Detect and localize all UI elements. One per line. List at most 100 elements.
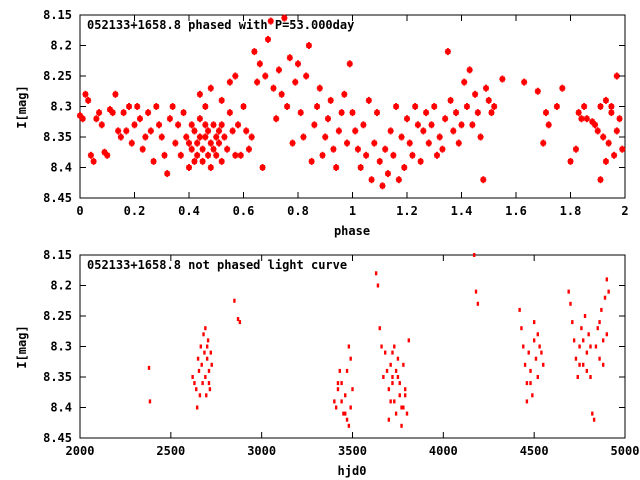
x-tick-label: 1 bbox=[349, 204, 356, 218]
data-point bbox=[589, 344, 592, 349]
data-point bbox=[126, 103, 133, 110]
data-point bbox=[389, 362, 392, 367]
data-point bbox=[196, 356, 200, 361]
data-point bbox=[196, 90, 203, 98]
data-point bbox=[193, 381, 196, 386]
data-point bbox=[150, 157, 157, 165]
data-point bbox=[480, 176, 487, 184]
data-point bbox=[120, 109, 127, 117]
data-point bbox=[594, 344, 598, 349]
data-point bbox=[93, 115, 100, 123]
data-point bbox=[98, 121, 105, 129]
data-point bbox=[197, 368, 201, 373]
data-point bbox=[520, 326, 523, 331]
data-point bbox=[311, 121, 318, 129]
data-point bbox=[483, 84, 490, 92]
data-point bbox=[525, 381, 529, 386]
data-point bbox=[338, 368, 341, 373]
data-point bbox=[233, 298, 236, 303]
data-point bbox=[109, 109, 116, 117]
data-point bbox=[596, 326, 599, 331]
data-point bbox=[180, 109, 187, 117]
data-point bbox=[405, 411, 409, 416]
x-tick-label: 2000 bbox=[66, 444, 95, 458]
data-point bbox=[147, 365, 151, 370]
data-point bbox=[232, 72, 239, 80]
data-point bbox=[469, 121, 476, 129]
data-point bbox=[532, 338, 536, 343]
data-point bbox=[347, 344, 351, 349]
data-point bbox=[393, 103, 400, 110]
plot-frame-phased bbox=[79, 14, 626, 199]
y-tick-label: 8.2 bbox=[50, 39, 72, 53]
data-point bbox=[583, 314, 587, 318]
x-tick-label: 1.6 bbox=[505, 204, 527, 218]
data-point bbox=[199, 145, 206, 153]
data-point bbox=[574, 356, 578, 361]
data-point bbox=[466, 66, 473, 74]
data-point bbox=[382, 145, 389, 153]
data-point bbox=[286, 54, 293, 62]
phased-axis-ticks: 0 0.2 0.4 0.6 0.8 1 1.2 1.4 1.6 1.8 2 8.15 8.2 8.25 8.… bbox=[43, 8, 629, 218]
data-point bbox=[403, 387, 407, 392]
data-point bbox=[613, 72, 620, 80]
data-point bbox=[374, 109, 381, 117]
data-point bbox=[499, 75, 506, 83]
data-point bbox=[414, 121, 421, 129]
x-tick-label: 3500 bbox=[338, 444, 367, 458]
data-point bbox=[398, 393, 401, 398]
data-point bbox=[205, 393, 208, 398]
data-point bbox=[425, 139, 432, 147]
data-point bbox=[387, 127, 394, 135]
data-point bbox=[389, 399, 392, 404]
x-tick-label: 4000 bbox=[429, 444, 458, 458]
data-point bbox=[597, 103, 604, 110]
data-point bbox=[619, 145, 626, 153]
data-point bbox=[518, 307, 521, 312]
y-tick-label: 8.3 bbox=[50, 100, 72, 114]
data-point bbox=[85, 96, 92, 104]
data-point bbox=[376, 157, 383, 165]
data-point bbox=[191, 375, 194, 379]
data-point bbox=[472, 90, 479, 98]
data-point bbox=[215, 127, 222, 135]
data-point bbox=[387, 417, 391, 422]
data-point bbox=[198, 393, 202, 398]
data-point bbox=[402, 405, 405, 410]
data-point bbox=[371, 139, 378, 147]
data-point bbox=[398, 381, 401, 386]
data-point bbox=[316, 84, 323, 92]
data-point bbox=[196, 133, 203, 141]
data-point bbox=[245, 145, 252, 153]
data-point bbox=[205, 356, 209, 361]
data-point bbox=[161, 151, 168, 159]
data-point bbox=[213, 151, 220, 159]
data-point bbox=[115, 127, 122, 135]
data-point bbox=[300, 133, 307, 141]
data-point bbox=[545, 121, 552, 129]
y-tick-label: 8.2 bbox=[50, 279, 72, 293]
x-tick-label: 4500 bbox=[520, 444, 549, 458]
data-point bbox=[542, 109, 549, 117]
data-point bbox=[578, 115, 585, 123]
data-point bbox=[540, 350, 543, 355]
data-point bbox=[208, 387, 212, 392]
phased-data-points bbox=[77, 14, 626, 190]
data-point bbox=[542, 362, 545, 367]
data-point bbox=[191, 157, 198, 165]
data-point bbox=[104, 151, 111, 159]
data-point bbox=[407, 338, 411, 343]
data-point bbox=[433, 151, 440, 159]
data-point bbox=[444, 48, 451, 56]
data-point bbox=[598, 356, 601, 361]
data-point bbox=[572, 145, 579, 153]
x-tick-label: 0.6 bbox=[233, 204, 255, 218]
data-point bbox=[333, 164, 340, 171]
data-point bbox=[202, 121, 209, 129]
data-point bbox=[605, 277, 609, 282]
data-point bbox=[251, 48, 258, 56]
data-point bbox=[344, 393, 347, 398]
data-point bbox=[600, 307, 603, 312]
y-tick-label: 8.4 bbox=[50, 161, 72, 175]
plot-frame-unphased bbox=[79, 254, 626, 439]
